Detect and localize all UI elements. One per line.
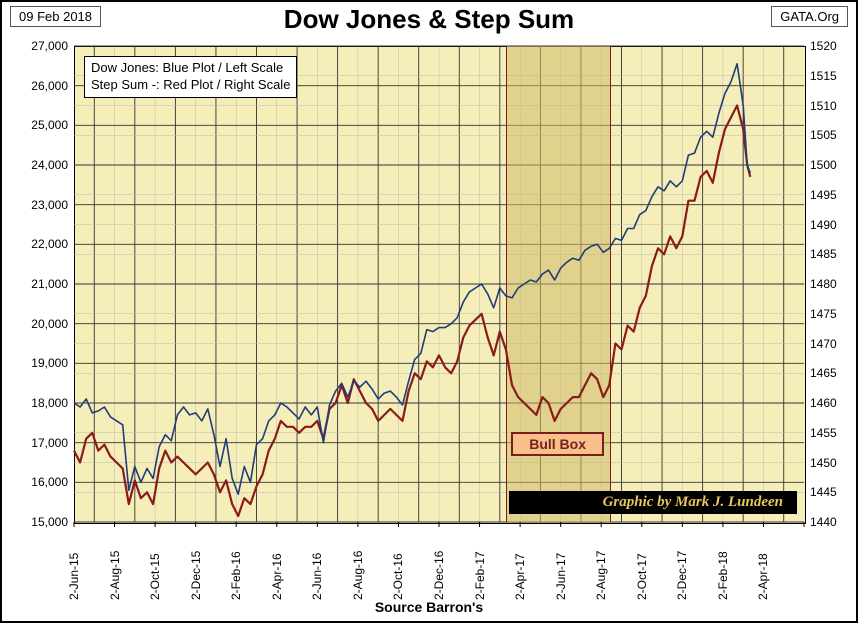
legend-line-1: Dow Jones: Blue Plot / Left Scale — [91, 60, 290, 77]
legend-box: Dow Jones: Blue Plot / Left Scale Step S… — [84, 56, 297, 98]
x-tick: 2-Feb-17 — [473, 530, 487, 600]
y-left-tick: 23,000 — [18, 198, 68, 212]
y-right-tick: 1450 — [810, 456, 850, 470]
y-right-tick: 1470 — [810, 337, 850, 351]
y-left-tick: 25,000 — [18, 118, 68, 132]
x-tick: 2-Feb-18 — [716, 530, 730, 600]
x-tick: 2-Jun-15 — [67, 530, 81, 600]
y-right-tick: 1520 — [810, 39, 850, 53]
chart-frame: 09 Feb 2018 GATA.Org Dow Jones & Step Su… — [0, 0, 858, 623]
legend-line-2: Step Sum -: Red Plot / Right Scale — [91, 77, 290, 94]
x-tick: 2-Aug-15 — [108, 530, 122, 600]
y-left-tick: 24,000 — [18, 158, 68, 172]
x-tick: 2-Apr-17 — [513, 530, 527, 600]
x-tick: 2-Dec-15 — [189, 530, 203, 600]
y-right-tick: 1510 — [810, 99, 850, 113]
y-right-tick: 1480 — [810, 277, 850, 291]
y-left-tick: 27,000 — [18, 39, 68, 53]
x-tick: 2-Jun-17 — [554, 530, 568, 600]
x-tick: 2-Apr-18 — [756, 530, 770, 600]
y-right-tick: 1465 — [810, 366, 850, 380]
bull-box-label: Bull Box — [511, 432, 604, 456]
x-tick: 2-Feb-16 — [229, 530, 243, 600]
x-tick: 2-Aug-16 — [351, 530, 365, 600]
y-left-tick: 18,000 — [18, 396, 68, 410]
x-tick: 2-Dec-16 — [432, 530, 446, 600]
credit-banner: Graphic by Mark J. Lundeen — [509, 491, 797, 514]
y-right-tick: 1495 — [810, 188, 850, 202]
y-left-tick: 15,000 — [18, 515, 68, 529]
y-right-tick: 1475 — [810, 307, 850, 321]
x-tick: 2-Aug-17 — [594, 530, 608, 600]
y-left-tick: 17,000 — [18, 436, 68, 450]
y-right-tick: 1455 — [810, 426, 850, 440]
y-left-tick: 21,000 — [18, 277, 68, 291]
x-tick: 2-Oct-16 — [391, 530, 405, 600]
y-left-tick: 20,000 — [18, 317, 68, 331]
y-right-tick: 1500 — [810, 158, 850, 172]
y-right-tick: 1490 — [810, 218, 850, 232]
y-right-tick: 1515 — [810, 69, 850, 83]
y-left-tick: 19,000 — [18, 356, 68, 370]
y-left-tick: 16,000 — [18, 475, 68, 489]
x-tick: 2-Dec-17 — [675, 530, 689, 600]
y-right-tick: 1460 — [810, 396, 850, 410]
x-tick: 2-Oct-15 — [148, 530, 162, 600]
y-right-tick: 1485 — [810, 247, 850, 261]
y-right-tick: 1445 — [810, 485, 850, 499]
y-right-tick: 1440 — [810, 515, 850, 529]
y-left-tick: 26,000 — [18, 79, 68, 93]
x-tick: 2-Oct-17 — [635, 530, 649, 600]
x-tick: 2-Apr-16 — [270, 530, 284, 600]
y-right-tick: 1505 — [810, 128, 850, 142]
y-left-tick: 22,000 — [18, 237, 68, 251]
source-label: Source Barron's — [2, 599, 856, 615]
x-tick: 2-Jun-16 — [310, 530, 324, 600]
